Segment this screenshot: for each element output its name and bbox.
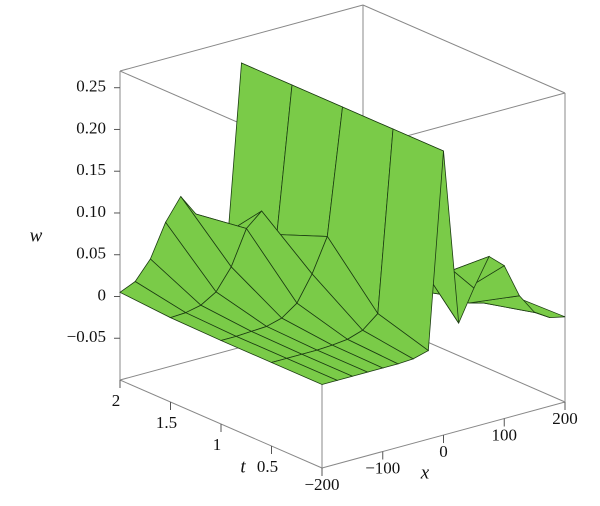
x-tick-label: 200 xyxy=(552,409,578,428)
x-tick-label: −200 xyxy=(304,475,339,494)
x-tick-label: 100 xyxy=(492,425,518,444)
surface-patch xyxy=(270,357,339,385)
box-edge xyxy=(362,4,566,94)
z-tick-label: 0.15 xyxy=(76,160,106,179)
z-tick-label: 0.05 xyxy=(76,244,106,263)
z-tick-label: 0.10 xyxy=(76,202,106,221)
x-tick-label: 0 xyxy=(439,442,448,461)
x-tick-label: −100 xyxy=(365,458,400,477)
box-edge xyxy=(119,4,364,72)
y-tick-label: 1 xyxy=(213,435,222,454)
z-tick-label: −0.05 xyxy=(67,327,106,346)
x-axis-label: x xyxy=(420,462,430,483)
z-tick-label: 0.25 xyxy=(76,77,106,96)
y-tick-label: 1.5 xyxy=(156,413,177,432)
y-axis-label: t xyxy=(240,456,246,477)
y-tick-label: 0.5 xyxy=(257,457,278,476)
z-tick-label: 0 xyxy=(98,285,107,304)
z-tick-label: 0.20 xyxy=(76,118,106,137)
z-axis-label: w xyxy=(30,225,43,246)
y-tick-label: 2 xyxy=(112,391,121,410)
